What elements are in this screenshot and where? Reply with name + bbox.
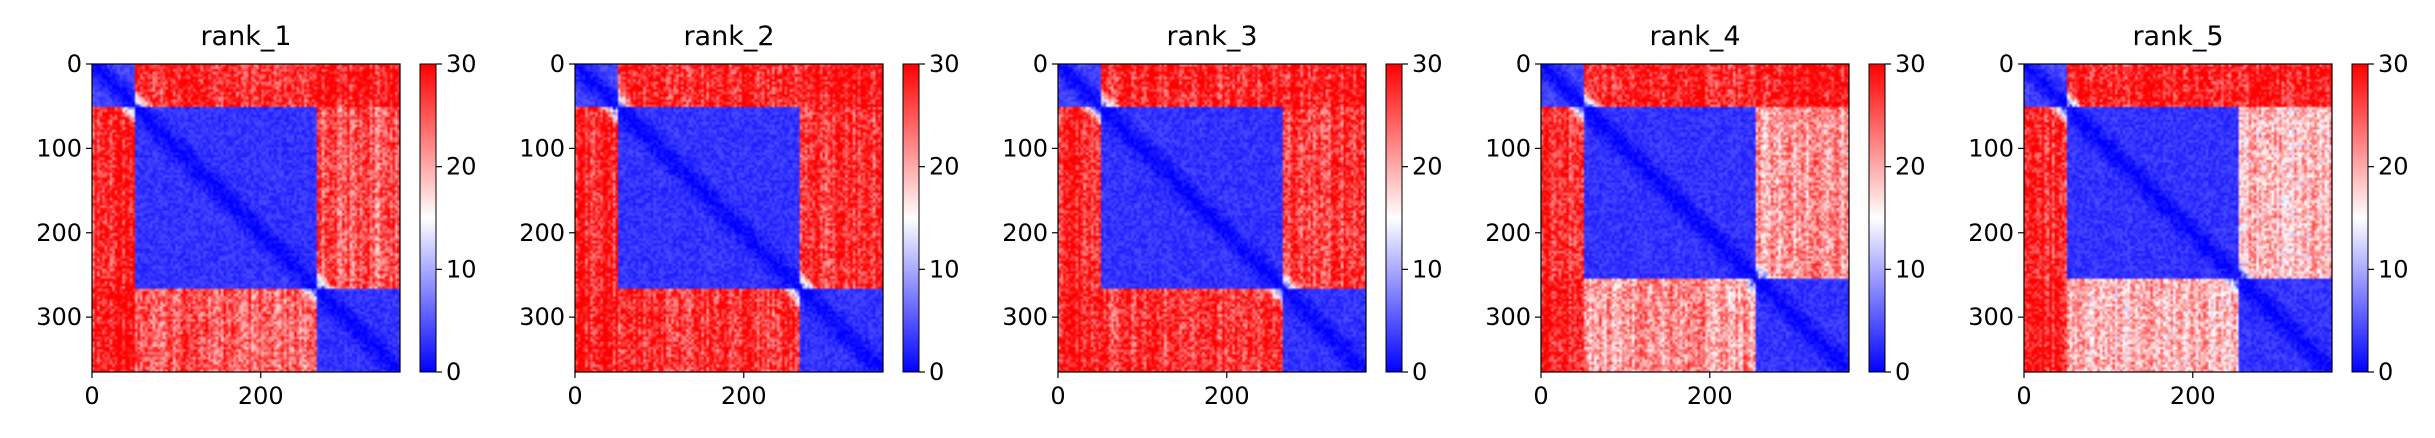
- colorbar-tick-label: 30: [1895, 50, 1926, 78]
- y-tick-label: 300: [1968, 303, 2014, 331]
- y-tick-label: 100: [36, 134, 82, 162]
- panel-title: rank_2: [683, 21, 774, 52]
- y-tick-label: 0: [1033, 50, 1048, 78]
- y-tick-label: 200: [1485, 219, 1531, 247]
- x-tick-label: 200: [2170, 382, 2216, 410]
- x-tick-label: 0: [1533, 382, 1548, 410]
- panel-title: rank_3: [1166, 21, 1257, 52]
- colorbar: [2351, 63, 2369, 373]
- colorbar-tick-label: 20: [446, 153, 477, 181]
- y-tick-label: 0: [550, 50, 565, 78]
- panel-title: rank_1: [200, 21, 291, 52]
- colorbar: [1385, 63, 1403, 373]
- colorbar: [419, 63, 437, 373]
- colorbar-tick-label: 0: [929, 358, 944, 386]
- plot-frame: [2023, 63, 2333, 373]
- colorbar-tick-label: 10: [929, 255, 960, 283]
- y-tick-label: 300: [36, 303, 82, 331]
- panel-title: rank_4: [1649, 21, 1740, 52]
- y-tick-label: 200: [36, 219, 82, 247]
- y-tick-label: 300: [1002, 303, 1048, 331]
- colorbar: [1868, 63, 1886, 373]
- x-tick-label: 200: [721, 382, 767, 410]
- y-tick-label: 100: [519, 134, 565, 162]
- colorbar-tick-label: 10: [446, 255, 477, 283]
- y-tick-label: 200: [1002, 219, 1048, 247]
- colorbar-tick-label: 10: [1412, 255, 1443, 283]
- y-tick-label: 100: [1968, 134, 2014, 162]
- heatmap-panel-4: rank_4 0 200 0 100 200 300 0 10 20 30: [1485, 21, 1925, 410]
- colorbar-tick-label: 0: [446, 358, 461, 386]
- y-tick-label: 300: [1485, 303, 1531, 331]
- x-tick-label: 0: [567, 382, 582, 410]
- y-tick-label: 100: [1485, 134, 1531, 162]
- colorbar-tick-label: 10: [1895, 255, 1926, 283]
- heatmap-image: [1541, 64, 1849, 372]
- heatmap-image: [2024, 64, 2332, 372]
- x-tick-label: 200: [1687, 382, 1733, 410]
- x-tick-label: 0: [1050, 382, 1065, 410]
- colorbar-tick-label: 0: [1412, 358, 1427, 386]
- colorbar-tick-label: 30: [929, 50, 960, 78]
- colorbar-tick-label: 0: [2378, 358, 2393, 386]
- x-tick-label: 0: [2016, 382, 2031, 410]
- colorbar-tick-label: 30: [1412, 50, 1443, 78]
- colorbar-tick-label: 30: [2378, 50, 2409, 78]
- colorbar-tick-label: 10: [2378, 255, 2409, 283]
- colorbar-tick-label: 30: [446, 50, 477, 78]
- x-tick-label: 200: [238, 382, 284, 410]
- y-tick-label: 0: [1999, 50, 2014, 78]
- y-tick-label: 0: [1516, 50, 1531, 78]
- x-tick-label: 200: [1204, 382, 1250, 410]
- y-tick-label: 300: [519, 303, 565, 331]
- colorbar-tick-label: 0: [1895, 358, 1910, 386]
- x-tick-label: 0: [84, 382, 99, 410]
- y-tick-label: 0: [67, 50, 82, 78]
- heatmap-panel-1: rank_1 0 200 0 100 200 300 0 10 20 30: [36, 21, 476, 410]
- plot-frame: [1057, 63, 1367, 373]
- plot-frame: [91, 63, 401, 373]
- plot-frame: [1540, 63, 1850, 373]
- y-tick-label: 200: [1968, 219, 2014, 247]
- heatmap-panel-2: rank_2 0 200 0 100 200 300 0 10 20 30: [519, 21, 959, 410]
- colorbar-tick-label: 20: [929, 153, 960, 181]
- heatmap-panel-3: rank_3 0 200 0 100 200 300 0 10 20 30: [1002, 21, 1442, 410]
- colorbar: [902, 63, 920, 373]
- panel-title: rank_5: [2132, 21, 2223, 52]
- y-tick-label: 100: [1002, 134, 1048, 162]
- colorbar-tick-label: 20: [1895, 153, 1926, 181]
- heatmap-image: [92, 64, 400, 372]
- heatmap-image: [575, 64, 883, 372]
- plot-frame: [574, 63, 884, 373]
- y-tick-label: 200: [519, 219, 565, 247]
- colorbar-tick-label: 20: [1412, 153, 1443, 181]
- colorbar-tick-label: 20: [2378, 153, 2409, 181]
- heatmap-image: [1058, 64, 1366, 372]
- heatmap-panel-5: rank_5 0 200 0 100 200 300 0 10 20 30: [1968, 21, 2408, 410]
